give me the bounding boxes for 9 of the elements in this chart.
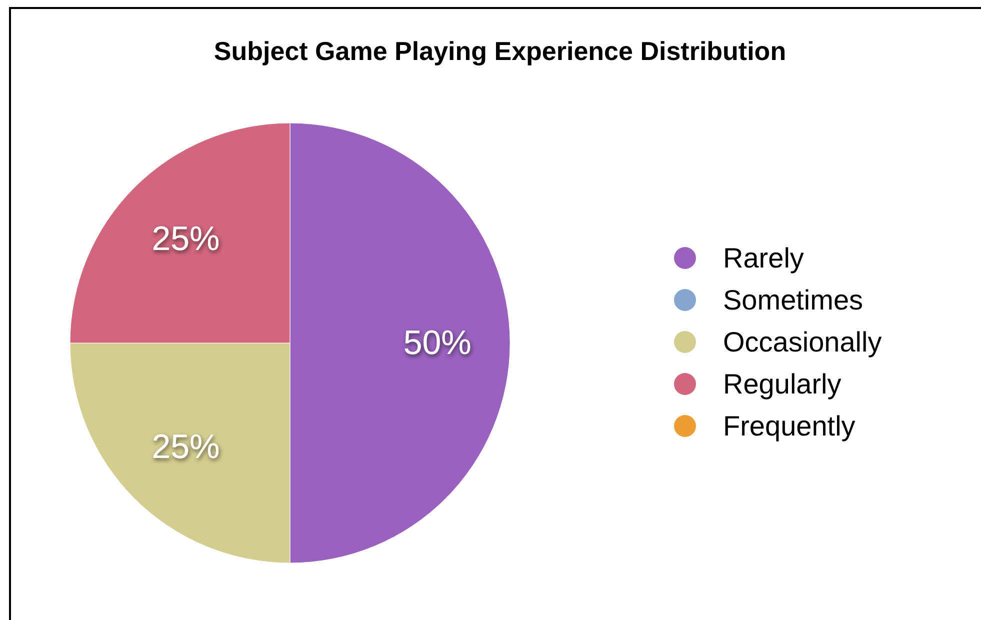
legend-label: Regularly bbox=[723, 368, 842, 400]
legend-label: Sometimes bbox=[723, 284, 864, 316]
data-label: 25% bbox=[152, 220, 220, 258]
data-label: 50% bbox=[403, 324, 472, 362]
legend-label: Frequently bbox=[723, 410, 856, 442]
legend-label: Rarely bbox=[723, 242, 804, 274]
data-label: 25% bbox=[152, 428, 220, 466]
chart-title: Subject Game Playing Experience Distribution bbox=[214, 36, 786, 66]
legend-label: Occasionally bbox=[723, 326, 882, 358]
